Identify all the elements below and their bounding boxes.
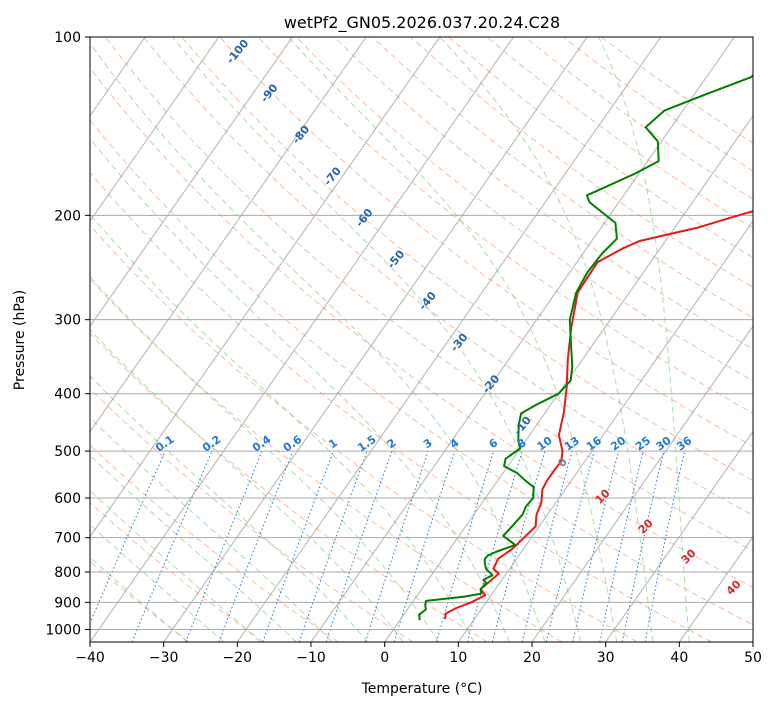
dry-adiabat-label: -80 (290, 123, 313, 147)
moist-adiabat-line (0, 73, 403, 642)
mixing-ratio-line (645, 451, 684, 642)
moist-adiabat-label: 30 (679, 546, 699, 566)
mixing-ratio-label: 1 (326, 436, 340, 451)
dry-adiabat-label: -40 (416, 289, 439, 313)
dry-adiabat-line (334, 37, 775, 642)
dry-adiabat-line (0, 37, 637, 642)
isotherm-gridline (0, 37, 366, 642)
mixing-ratio-line (186, 451, 262, 642)
mixing-ratio-line (299, 451, 367, 642)
chart-title: wetPf2_GN05.2026.037.20.24.C28 (284, 13, 560, 33)
y-tick-label: 800 (54, 565, 81, 581)
moist-adiabat-label: 10 (593, 486, 613, 506)
x-tick-label: 10 (449, 650, 467, 666)
temperature-profile-line (445, 37, 775, 619)
moist-adiabat-line (0, 188, 224, 642)
mixing-ratio-line (573, 451, 619, 642)
mixing-ratio-label: 16 (584, 434, 604, 454)
dry-adiabat-label: -50 (385, 247, 408, 271)
x-tick-label: 0 (380, 650, 389, 666)
mixing-ratio-label: 2 (385, 436, 399, 451)
y-tick-label: 1000 (45, 622, 81, 638)
dry-adiabat-label: -60 (353, 206, 376, 230)
dry-adiabat-line (0, 37, 712, 642)
mixing-ratio-label: 30 (653, 434, 673, 454)
moist-adiabat-line (0, 209, 187, 642)
mixing-ratio-label: 6 (486, 436, 500, 451)
mixing-ratio-line (326, 451, 392, 642)
moist-adiabat-line (0, 124, 332, 642)
x-tick-label: −20 (223, 650, 253, 666)
x-tick-label: 20 (523, 650, 541, 666)
mixing-ratio-line (546, 451, 594, 642)
moist-adiabat-line (0, 105, 368, 643)
dry-adiabat-line (0, 37, 413, 642)
x-tick-label: 50 (744, 650, 762, 666)
mixing-ratio-label: 25 (633, 434, 653, 453)
mixing-ratio-line (600, 451, 643, 642)
y-tick-label: 100 (54, 30, 81, 46)
mixing-ratio-label: 3 (421, 436, 435, 451)
plot-frame (90, 37, 753, 642)
dry-adiabat-line (105, 37, 775, 642)
dry-adiabat-line (0, 37, 488, 642)
isotherm-gridline (385, 37, 775, 642)
x-tick-label: 40 (670, 650, 688, 666)
moist-adiabat-line (18, 37, 510, 642)
dry-adiabat-line (0, 37, 264, 642)
dry-adiabat-label: -100 (224, 37, 252, 67)
y-tick-label: 600 (54, 491, 81, 507)
isotherm-gridline (458, 37, 775, 642)
dry-adiabat-line (258, 37, 775, 642)
y-tick-label: 700 (54, 531, 81, 547)
dry-adiabat-label: -30 (448, 331, 471, 355)
isotherm-gridline (0, 37, 72, 642)
isotherm-gridline (753, 37, 775, 642)
moist-adiabat-line (440, 37, 653, 642)
moist-adiabat-label: 40 (724, 577, 744, 597)
dry-adiabat-label: -90 (258, 81, 281, 105)
isotherm-gridline (0, 37, 219, 642)
mixing-ratio-label: 36 (674, 434, 694, 454)
y-tick-label: 500 (54, 444, 81, 460)
dry-adiabat-line (0, 37, 189, 642)
isotherm-gridline (16, 37, 440, 642)
dry-adiabat-label: -20 (480, 372, 503, 396)
mixing-ratio-line (365, 451, 428, 642)
y-axis-label: Pressure (hPa) (12, 290, 28, 390)
moist-adiabat-line (599, 37, 690, 642)
moist-adiabat-line (0, 150, 296, 642)
x-tick-label: −40 (75, 650, 105, 666)
y-tick-label: 400 (54, 387, 81, 403)
mixing-ratio-label: 10 (535, 434, 555, 454)
y-tick-label: 200 (54, 208, 81, 224)
dewpoint-profile-line (419, 37, 775, 620)
mixing-ratio-label: 4 (448, 436, 462, 451)
moist-adiabat-label: 20 (636, 516, 656, 536)
dry-adiabat-line (372, 37, 775, 642)
dry-adiabat-line (0, 37, 338, 642)
y-tick-label: 300 (54, 313, 81, 329)
mixing-ratio-line (492, 451, 545, 642)
x-tick-label: −30 (149, 650, 179, 666)
isotherm-gridline (0, 37, 293, 642)
mixing-ratio-label: 20 (608, 434, 628, 454)
x-axis-label: Temperature (°C) (361, 681, 483, 697)
x-tick-label: −10 (296, 650, 326, 666)
mixing-ratio-line (82, 451, 165, 642)
x-tick-label: 30 (597, 650, 615, 666)
mixing-ratio-line (263, 451, 334, 642)
isotherm-gridline (311, 37, 735, 642)
dry-adiabat-line (487, 37, 775, 642)
y-tick-label: 900 (54, 595, 81, 611)
